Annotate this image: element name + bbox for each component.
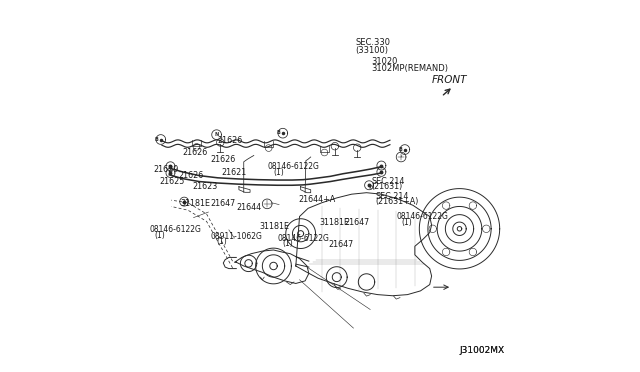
Text: 21647: 21647 <box>328 240 353 249</box>
Text: 08146-6122G: 08146-6122G <box>396 212 448 221</box>
Text: 08911-1062G: 08911-1062G <box>211 232 262 241</box>
Text: 21625: 21625 <box>159 177 185 186</box>
Text: 21626: 21626 <box>218 136 243 145</box>
Text: (1): (1) <box>283 239 294 248</box>
Text: 21644: 21644 <box>236 203 261 212</box>
Text: (1): (1) <box>216 237 227 246</box>
Text: FRONT: FRONT <box>431 75 467 85</box>
Text: 21629: 21629 <box>154 165 179 174</box>
Text: 08146-6122G: 08146-6122G <box>267 162 319 171</box>
Text: 08146-6122G: 08146-6122G <box>277 234 329 243</box>
Text: 3102MP(REMAND): 3102MP(REMAND) <box>371 64 449 73</box>
Text: J31002MX: J31002MX <box>460 346 504 355</box>
Text: 31181E: 31181E <box>180 199 211 208</box>
Text: 21647: 21647 <box>211 199 236 208</box>
Text: B: B <box>154 137 158 142</box>
Text: B: B <box>398 147 402 152</box>
Text: (21631+A): (21631+A) <box>375 197 419 206</box>
Text: 31020: 31020 <box>371 57 397 66</box>
Text: 21623: 21623 <box>193 182 218 191</box>
Text: N: N <box>214 132 219 137</box>
Text: 21647: 21647 <box>344 218 369 227</box>
Text: 21626: 21626 <box>178 171 203 180</box>
Text: 21626: 21626 <box>182 148 207 157</box>
Text: (1): (1) <box>273 168 284 177</box>
Text: SEC.214: SEC.214 <box>375 192 408 201</box>
Text: 31181E: 31181E <box>260 222 290 231</box>
Text: 31181E: 31181E <box>319 218 349 227</box>
Text: J31002MX: J31002MX <box>460 346 504 355</box>
Text: (21631): (21631) <box>371 182 403 191</box>
Text: (1): (1) <box>402 218 413 227</box>
Text: 08146-6122G: 08146-6122G <box>150 225 202 234</box>
Text: (33100): (33100) <box>355 46 388 55</box>
Text: B: B <box>276 130 280 135</box>
Text: 21621: 21621 <box>221 169 246 177</box>
Text: SEC.214: SEC.214 <box>371 177 404 186</box>
Text: 21626: 21626 <box>211 155 236 164</box>
Text: SEC.330: SEC.330 <box>355 38 390 47</box>
Text: (1): (1) <box>155 231 166 240</box>
Text: 21644+A: 21644+A <box>298 195 335 203</box>
